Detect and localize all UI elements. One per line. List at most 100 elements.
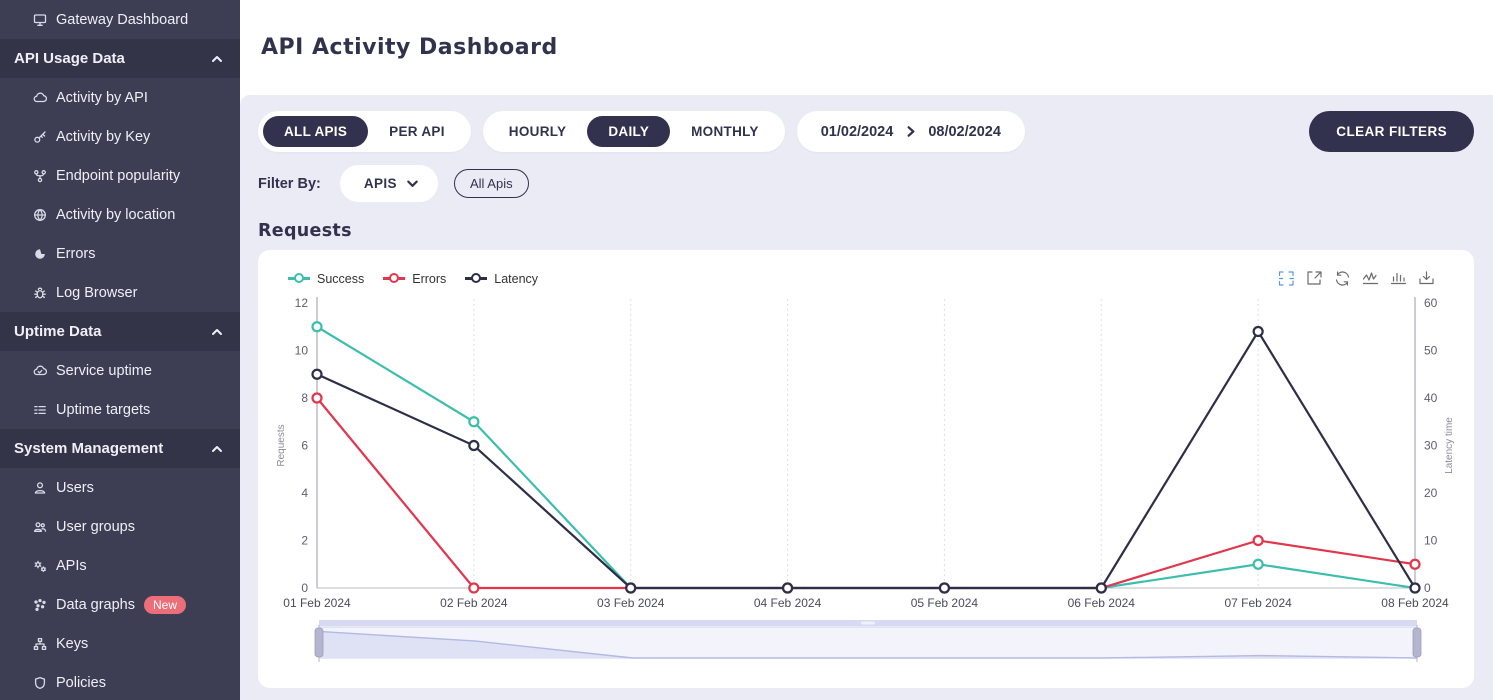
svg-text:40: 40 [1424,391,1438,405]
chart-canvas[interactable]: 0 2 4 6 8 10 12 0 10 20 30 40 50 60 01 Feb 2024 02 Feb … [258,289,1473,615]
tab-hourly[interactable]: HOURLY [508,124,567,139]
list-icon [32,402,47,417]
sidebar-item-label: Log Browser [56,284,138,301]
filter-by-label: Filter By: [258,175,321,192]
svg-text:07 Feb 2024: 07 Feb 2024 [1224,596,1292,610]
bar-chart-icon[interactable] [1390,270,1407,287]
sidebar-item-activity-by-key[interactable]: Activity by Key [0,117,240,156]
legend-item-errors[interactable]: Errors [383,272,446,286]
sidebar-item-activity-by-api[interactable]: Activity by API [0,78,240,117]
sidebar-item-label: Activity by location [56,206,176,223]
chart-legend: Success Errors Latency [288,272,538,286]
zoom-select-icon[interactable] [1278,270,1295,287]
download-icon[interactable] [1418,270,1435,287]
date-range-picker[interactable]: 01/02/2024 08/02/2024 [796,111,1025,152]
sidebar-item-keys[interactable]: Keys [0,624,240,663]
svg-text:Latency time: Latency time [1444,417,1455,474]
latency-legend-marker [465,272,488,285]
sidebar-item-label: User groups [56,518,135,535]
section-label: Uptime Data [14,323,102,340]
sidebar-item-endpoint-popularity[interactable]: Endpoint popularity [0,156,240,195]
sidebar-item-label: Users [56,479,94,496]
svg-text:04 Feb 2024: 04 Feb 2024 [754,596,822,610]
sidebar: Gateway Dashboard API Usage Data Activit… [0,0,240,700]
requests-chart-card: Success Errors Latency [258,250,1474,688]
sidebar-section-api-usage-data[interactable]: API Usage Data [0,39,240,78]
chevron-right-icon [907,126,915,137]
sidebar-section-uptime-data[interactable]: Uptime Data [0,312,240,351]
gears-icon [32,558,47,573]
apis-dropdown-value: APIS [363,176,397,191]
tab-per-api[interactable]: PER API [389,124,445,139]
sidebar-item-label: Errors [56,245,96,262]
all-apis-chip[interactable]: All Apis [453,169,529,198]
globe-icon [32,207,47,222]
legend-label: Success [317,271,365,286]
svg-text:08 Feb 2024: 08 Feb 2024 [1381,596,1449,610]
sidebar-section-system-management[interactable]: System Management [0,429,240,468]
line-chart-icon[interactable] [1362,270,1379,287]
chevron-down-icon [407,180,418,187]
chevron-up-icon [212,445,222,452]
sidebar-item-label: Activity by API [56,89,148,106]
sidebar-item-label: Endpoint popularity [56,167,181,184]
errors-legend-marker [383,272,406,285]
sitemap-icon [32,636,47,651]
legend-item-success[interactable]: Success [288,272,364,286]
sidebar-item-user-groups[interactable]: User groups [0,507,240,546]
section-label: System Management [14,440,164,457]
svg-text:03 Feb 2024: 03 Feb 2024 [597,596,665,610]
chart-header: Success Errors Latency [258,264,1474,287]
cloud-icon [32,90,47,105]
sidebar-item-apis[interactable]: APIs [0,546,240,585]
tab-daily[interactable]: DAILY [587,116,671,147]
legend-label: Latency [494,271,539,286]
main-area: API Activity Dashboard ALL APIS PER API … [240,0,1493,700]
chart-wrap: 0 2 4 6 8 10 12 0 10 20 30 40 50 60 01 Feb 2024 02 Feb … [258,287,1474,665]
sidebar-item-label: Activity by Key [56,128,151,145]
sidebar-item-label: Keys [56,635,89,652]
sidebar-item-log-browser[interactable]: Log Browser [0,273,240,312]
sidebar-item-data-graphs[interactable]: Data graphs New [0,585,240,624]
shield-icon [32,675,47,690]
key-icon [32,129,47,144]
sidebar-item-service-uptime[interactable]: Service uptime [0,351,240,390]
svg-text:Requests: Requests [276,424,287,466]
date-range-end: 08/02/2024 [928,123,1001,140]
apis-dropdown[interactable]: APIS [339,165,438,202]
svg-text:01 Feb 2024: 01 Feb 2024 [283,596,351,610]
legend-item-latency[interactable]: Latency [465,272,538,286]
sidebar-item-policies[interactable]: Policies [0,663,240,700]
scatter-icon [32,597,47,612]
svg-text:0: 0 [301,581,308,595]
svg-text:05 Feb 2024: 05 Feb 2024 [911,596,979,610]
sidebar-item-activity-by-location[interactable]: Activity by location [0,195,240,234]
sidebar-item-gateway-dashboard[interactable]: Gateway Dashboard [0,0,240,39]
filter-bar: ALL APIS PER API HOURLY DAILY MONTHLY 01… [258,111,1474,152]
sidebar-item-users[interactable]: Users [0,468,240,507]
legend-label: Errors [412,271,447,286]
svg-text:30: 30 [1424,439,1438,453]
sidebar-item-label: Uptime targets [56,401,151,418]
tab-all-apis[interactable]: ALL APIS [263,116,369,147]
error-circle-icon [32,246,47,261]
content: ALL APIS PER API HOURLY DAILY MONTHLY 01… [240,95,1493,700]
main-header: API Activity Dashboard [240,0,1493,95]
sidebar-item-errors[interactable]: Errors [0,234,240,273]
svg-text:0: 0 [1424,581,1431,595]
clear-filters-button[interactable]: CLEAR FILTERS [1309,111,1474,152]
new-badge: New [144,595,187,614]
filter-by-row: Filter By: APIS All Apis [258,165,1474,202]
datazoom-slider[interactable] [258,619,1473,665]
restore-icon[interactable] [1334,270,1351,287]
svg-text:50: 50 [1424,344,1438,358]
svg-text:60: 60 [1424,296,1438,310]
tab-monthly[interactable]: MONTHLY [691,124,759,139]
svg-text:12: 12 [295,296,309,310]
sidebar-item-uptime-targets[interactable]: Uptime targets [0,390,240,429]
sidebar-item-label: Gateway Dashboard [56,11,189,28]
zoom-reset-icon[interactable] [1306,270,1323,287]
svg-text:4: 4 [301,486,308,500]
svg-text:2: 2 [301,534,308,548]
bug-icon [32,285,47,300]
